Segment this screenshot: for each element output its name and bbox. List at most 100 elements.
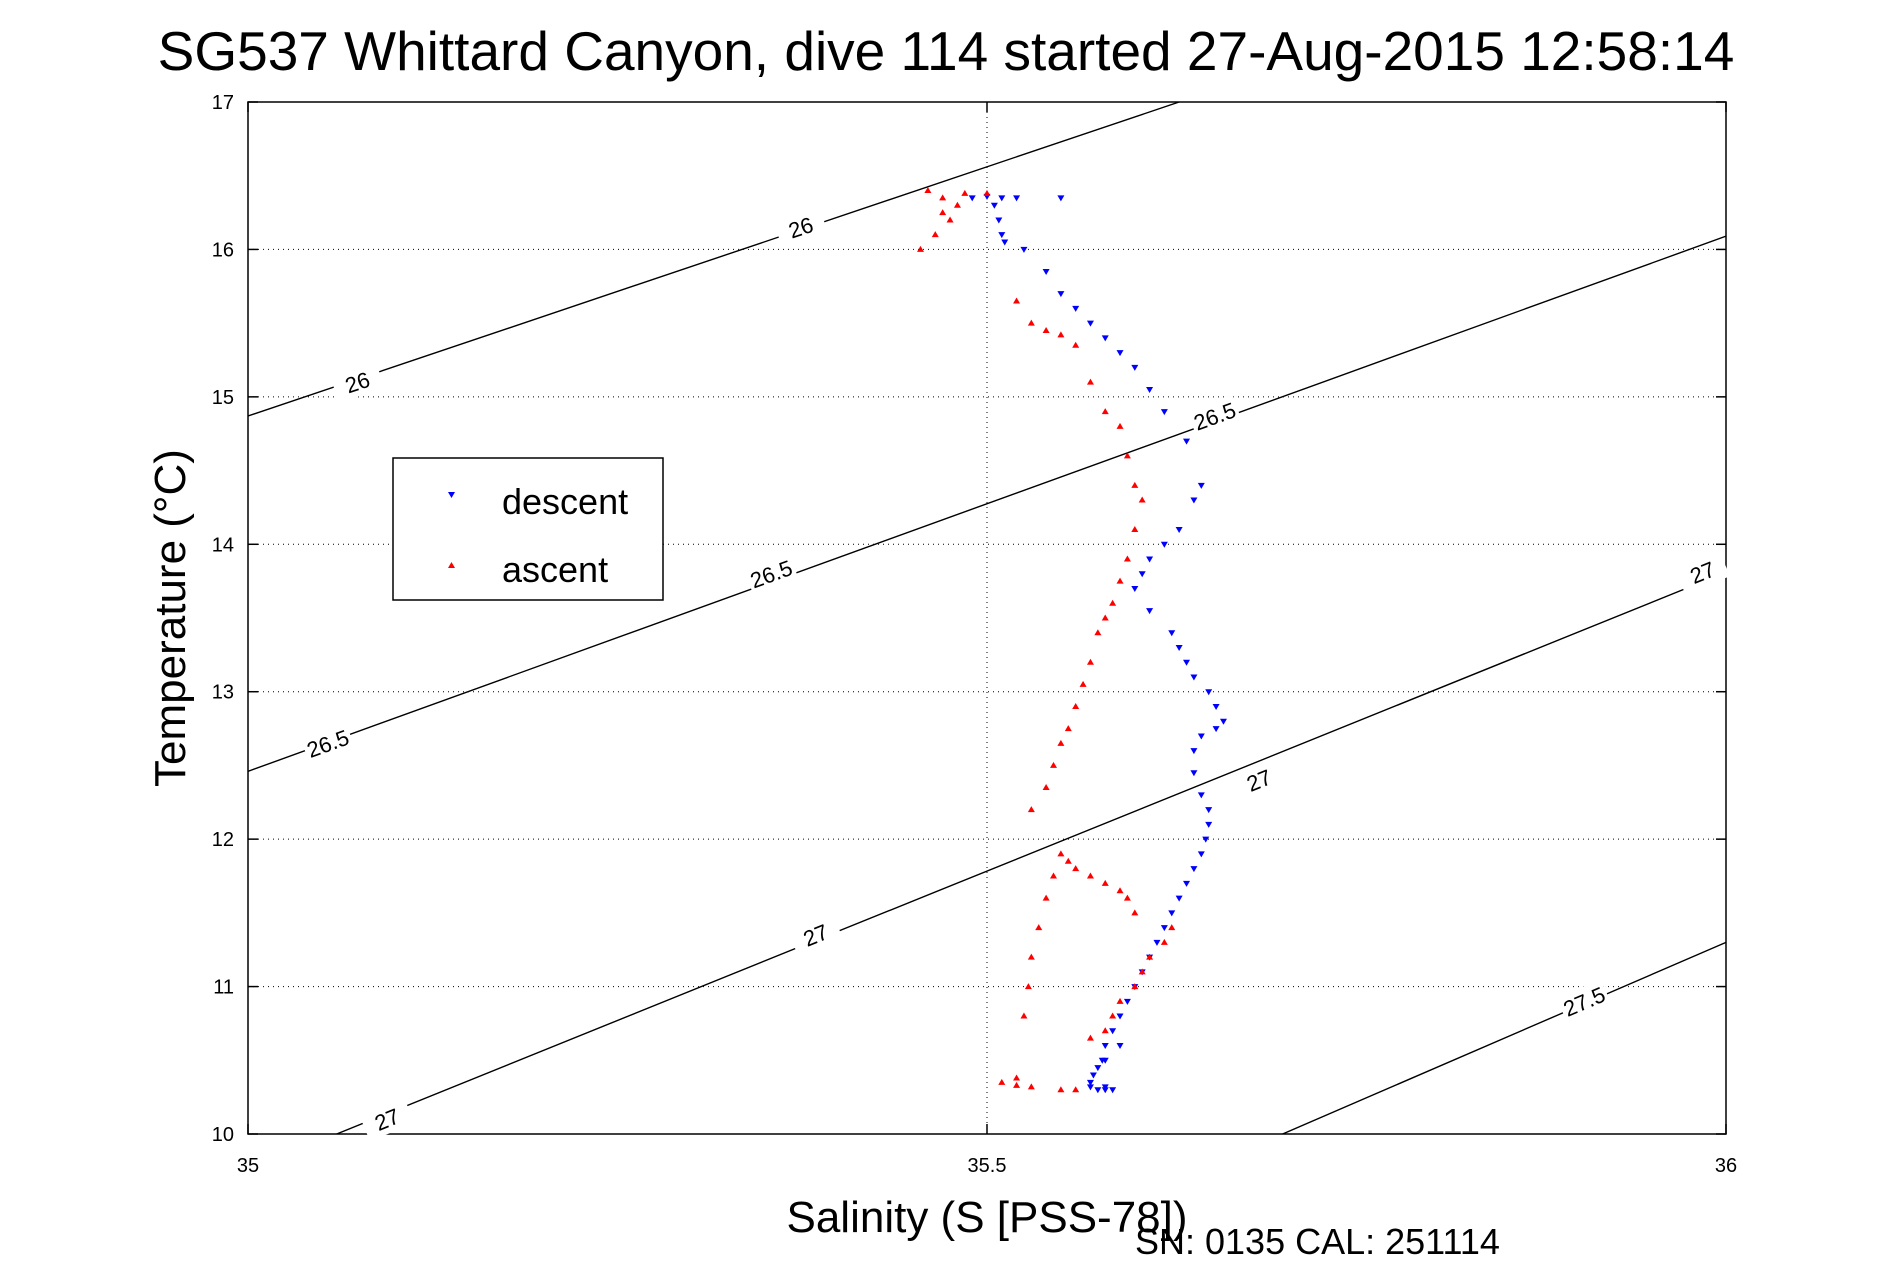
contour-line [248, 235, 1726, 772]
ascent-point [1013, 1081, 1021, 1088]
x-axis-label: Salinity (S [PSS-78]) [786, 1193, 1187, 1242]
ascent-point [1027, 806, 1035, 813]
ascent-series [916, 186, 1176, 1093]
ascent-point [1123, 894, 1131, 901]
ascent-point [1131, 909, 1139, 916]
descent-point [1013, 195, 1021, 202]
ascent-point [1064, 857, 1072, 864]
descent-point [1175, 895, 1183, 902]
ascent-point [1064, 725, 1072, 732]
descent-point [1109, 1028, 1117, 1035]
contour-line [248, 102, 1180, 417]
ascent-point [1086, 658, 1094, 665]
descent-point [1168, 910, 1176, 917]
density-contours [248, 102, 1726, 1134]
contour-label-bg [1187, 394, 1242, 438]
descent-point [1042, 269, 1050, 276]
descent-point [1212, 703, 1220, 710]
ascent-point [953, 201, 961, 208]
contour-label-bg [300, 721, 356, 765]
descent-point [1190, 674, 1198, 681]
descent-point [1020, 246, 1028, 253]
ascent-point [946, 216, 954, 223]
ascent-point [1057, 1086, 1065, 1093]
ascent-point [1138, 968, 1146, 975]
ascent-point [1057, 850, 1065, 857]
descent-point [1160, 541, 1168, 548]
descent-point [1183, 880, 1191, 887]
descent-point [1190, 866, 1198, 873]
ascent-point [916, 245, 924, 252]
descent-point [1219, 718, 1227, 725]
descent-point [1123, 998, 1131, 1005]
ascent-point [998, 1078, 1006, 1085]
descent-point [1116, 350, 1124, 357]
descent-point [1086, 1084, 1094, 1091]
ascent-point [1050, 761, 1058, 768]
ascent-point [939, 194, 947, 201]
descent-point [1116, 1043, 1124, 1050]
ascent-point [1101, 408, 1109, 415]
ascent-point [931, 231, 939, 238]
ascent-point [1123, 555, 1131, 562]
descent-point [1101, 1043, 1109, 1050]
descent-point [1057, 195, 1065, 202]
descent-point [1205, 821, 1213, 828]
ascent-point [1072, 702, 1080, 709]
descent-point [1175, 527, 1183, 534]
ascent-point [1109, 599, 1117, 606]
ascent-point [1086, 378, 1094, 385]
descent-point [1168, 630, 1176, 637]
y-tick-label: 10 [212, 1124, 234, 1146]
ascent-point [924, 186, 932, 193]
ascent-point [1101, 1027, 1109, 1034]
descent-point [1089, 1072, 1097, 1079]
contour-label-bg [743, 552, 799, 596]
descent-point [1057, 291, 1065, 298]
ascent-point [1123, 452, 1131, 459]
descent-point [1101, 1087, 1109, 1094]
ascent-point [1035, 924, 1043, 931]
descent-point [1205, 807, 1213, 814]
descent-point [1190, 770, 1198, 777]
ascent-point [1013, 297, 1021, 304]
legend-ascent-label: ascent [502, 549, 608, 590]
descent-point [1197, 733, 1205, 740]
ascent-point [1131, 481, 1139, 488]
ascent-point [1116, 887, 1124, 894]
ascent-point [1094, 629, 1102, 636]
y-tick-label: 12 [212, 829, 234, 851]
descent-point [1072, 305, 1080, 312]
ascent-point [1027, 1083, 1035, 1090]
descent-point [1138, 571, 1146, 578]
descent-point [998, 195, 1006, 202]
x-axis-ticks: 35 35.5 36 [237, 102, 1737, 1177]
descent-point [1101, 335, 1109, 342]
ascent-point [983, 189, 991, 196]
descent-point [968, 195, 976, 202]
descent-point [990, 202, 998, 209]
contour-label-bg [359, 1097, 415, 1142]
ascent-point [1072, 1086, 1080, 1093]
descent-point [1183, 438, 1191, 445]
descent-point [1202, 836, 1210, 843]
descent-point [1116, 1013, 1124, 1020]
ascent-point [1027, 953, 1035, 960]
y-tick-label: 15 [212, 387, 234, 409]
ascent-point [961, 189, 969, 196]
descent-point [1131, 586, 1139, 593]
ascent-point [1042, 327, 1050, 334]
x-tick-label: 36 [1715, 1155, 1737, 1177]
legend: descent ascent [392, 457, 664, 601]
ascent-point [1072, 865, 1080, 872]
descent-point [1197, 792, 1205, 799]
chart-title: SG537 Whittard Canyon, dive 114 started … [158, 20, 1735, 82]
descent-point [1131, 364, 1139, 371]
descent-point [1190, 497, 1198, 504]
descent-point [1190, 748, 1198, 755]
contour-label-bg [788, 912, 844, 957]
descent-point [1109, 1087, 1117, 1094]
ascent-point [1116, 422, 1124, 429]
